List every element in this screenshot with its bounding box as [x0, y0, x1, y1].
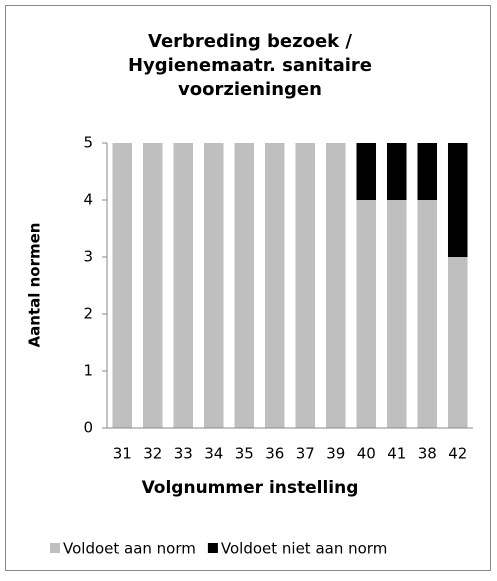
bar-segment — [447, 257, 468, 428]
x-tick-label: 39 — [326, 445, 345, 463]
bar-segment — [447, 143, 468, 257]
x-tick-label: 41 — [387, 445, 406, 463]
x-tick-label: 40 — [357, 445, 376, 463]
x-tick-label: 36 — [265, 445, 284, 463]
x-tick-label: 42 — [448, 445, 467, 463]
bar-segment — [112, 143, 133, 428]
bar-segment — [386, 143, 407, 200]
x-tick-label: 32 — [143, 445, 162, 463]
bar-segment — [264, 143, 285, 428]
bar-segment — [234, 143, 255, 428]
y-axis-title: Aantal normen — [26, 223, 44, 348]
bar-segment — [295, 143, 316, 428]
legend-label: Voldoet niet aan norm — [221, 540, 387, 558]
x-tick-label: 37 — [296, 445, 315, 463]
y-tick-label: 4 — [83, 191, 93, 209]
bar-segment — [173, 143, 194, 428]
legend-swatch — [50, 543, 60, 553]
bar-segment — [203, 143, 224, 428]
bar-segment — [356, 200, 377, 428]
bar-segment — [386, 200, 407, 428]
bar-segment — [142, 143, 163, 428]
bar-segment — [417, 200, 438, 428]
bar-segment — [356, 143, 377, 200]
y-tick-label: 1 — [83, 362, 93, 380]
y-tick-label: 5 — [83, 134, 93, 152]
chart-title: Verbreding bezoek / — [148, 31, 352, 52]
legend-swatch — [207, 543, 218, 553]
y-tick-label: 3 — [83, 248, 93, 266]
x-tick-label: 38 — [418, 445, 437, 463]
x-axis-title: Volgnummer instelling — [142, 478, 359, 498]
chart-title: voorzieningen — [178, 79, 322, 100]
x-tick-label: 33 — [174, 445, 193, 463]
bar-segment — [325, 143, 346, 428]
bar-segment — [417, 143, 438, 200]
x-tick-label: 31 — [113, 445, 132, 463]
chart-title: Hygienemaatr. sanitaire — [128, 55, 372, 76]
legend-label: Voldoet aan norm — [63, 540, 196, 558]
x-tick-label: 34 — [204, 445, 223, 463]
y-tick-label: 2 — [83, 305, 93, 323]
x-tick-label: 35 — [235, 445, 254, 463]
y-tick-label: 0 — [83, 419, 93, 437]
